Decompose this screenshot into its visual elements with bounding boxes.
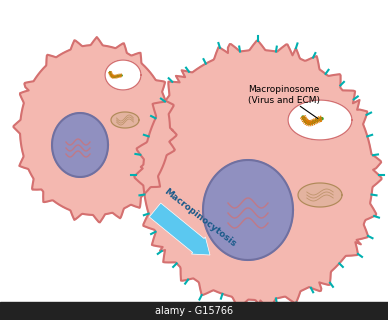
Polygon shape [52, 113, 108, 177]
Polygon shape [111, 112, 139, 128]
Polygon shape [298, 183, 342, 207]
Text: Macropinosome
(Virus and ECM): Macropinosome (Virus and ECM) [248, 85, 320, 118]
Polygon shape [288, 100, 352, 140]
Text: Macropinocytosis: Macropinocytosis [162, 187, 237, 249]
Bar [0, 302, 388, 320]
Text: alamy - G15766: alamy - G15766 [155, 306, 233, 316]
Polygon shape [203, 160, 293, 260]
FancyArrow shape [149, 203, 210, 255]
Polygon shape [134, 41, 381, 309]
Polygon shape [14, 37, 177, 222]
Polygon shape [105, 60, 141, 90]
